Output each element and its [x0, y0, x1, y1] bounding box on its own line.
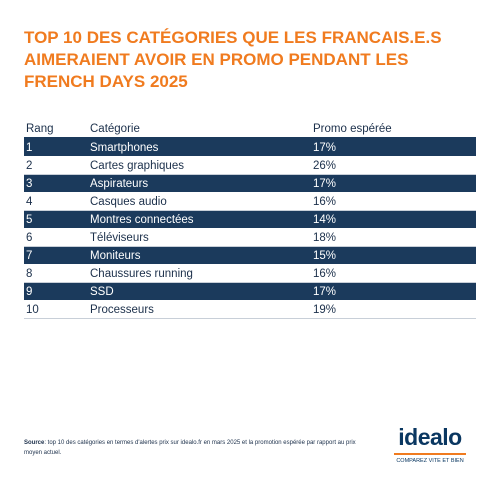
column-header: Catégorie — [88, 121, 311, 139]
table-row: 3 Aspirateurs 17% — [24, 174, 476, 193]
table-cell: 7 — [24, 246, 88, 265]
column-header: Promo espérée — [311, 121, 476, 139]
title: TOP 10 DES CATÉGORIES QUE LES FRANCAIS.E… — [24, 28, 442, 91]
table-cell: 8 — [24, 264, 88, 283]
table-row: 8 Chaussures running 16% — [24, 264, 476, 283]
table-cell: 16% — [311, 192, 476, 211]
table-cell: 19% — [311, 300, 476, 319]
table-cell: Aspirateurs — [88, 174, 311, 193]
table: Rang Catégorie Promo espérée 1 Smartphones 1… — [24, 121, 476, 319]
table-row: 1 Smartphones 17% — [24, 138, 476, 157]
table-cell: Chaussures running — [88, 264, 311, 283]
table-cell: 15% — [311, 246, 476, 265]
logo-bar — [394, 453, 466, 455]
table-cell: 17% — [311, 282, 476, 301]
table-row: 2 Cartes graphiques 26% — [24, 156, 476, 175]
source: Source: top 10 des catégories en termes … — [24, 438, 364, 458]
table-cell: 2 — [24, 156, 88, 175]
source-text: : top 10 des catégories en termes d'aler… — [24, 440, 356, 456]
table-cell: Montres connectées — [88, 210, 311, 229]
header-row: Rang Catégorie Promo espérée — [24, 121, 476, 139]
table-row: 7 Moniteurs 15% — [24, 246, 476, 265]
source-label: Source — [24, 440, 45, 446]
table-cell: 18% — [311, 228, 476, 247]
table-cell: 1 — [24, 138, 88, 157]
table-row: 5 Montres connectées 14% — [24, 210, 476, 229]
tagline: COMPAREZ VITE ET BIEN — [396, 458, 464, 464]
logo: idealo COMPAREZ VITE ET BIEN — [390, 424, 470, 464]
table-cell: Moniteurs — [88, 246, 311, 265]
column-header: Rang — [24, 121, 88, 139]
table-cell: Processeurs — [88, 300, 311, 319]
table-cell: 16% — [311, 264, 476, 283]
table-row: 9 SSD 17% — [24, 282, 476, 301]
table-cell: SSD — [88, 282, 311, 301]
table-cell: 4 — [24, 192, 88, 211]
table-cell: 17% — [311, 138, 476, 157]
table-row: 4 Casques audio 16% — [24, 192, 476, 211]
table-cell: 10 — [24, 300, 88, 319]
table-cell: 14% — [311, 210, 476, 229]
table-cell: Smartphones — [88, 138, 311, 157]
table-cell: 5 — [24, 210, 88, 229]
table-cell: Casques audio — [88, 192, 311, 211]
table-row: 6 Téléviseurs 18% — [24, 228, 476, 247]
table-cell: 3 — [24, 174, 88, 193]
table-cell: Cartes graphiques — [88, 156, 311, 175]
logo-word: idealo — [398, 424, 462, 450]
table-cell: 26% — [311, 156, 476, 175]
table-cell: 9 — [24, 282, 88, 301]
table-cell: 6 — [24, 228, 88, 247]
table-cell: Téléviseurs — [88, 228, 311, 247]
table-cell: 17% — [311, 174, 476, 193]
table-row: 10 Processeurs 19% — [24, 300, 476, 319]
